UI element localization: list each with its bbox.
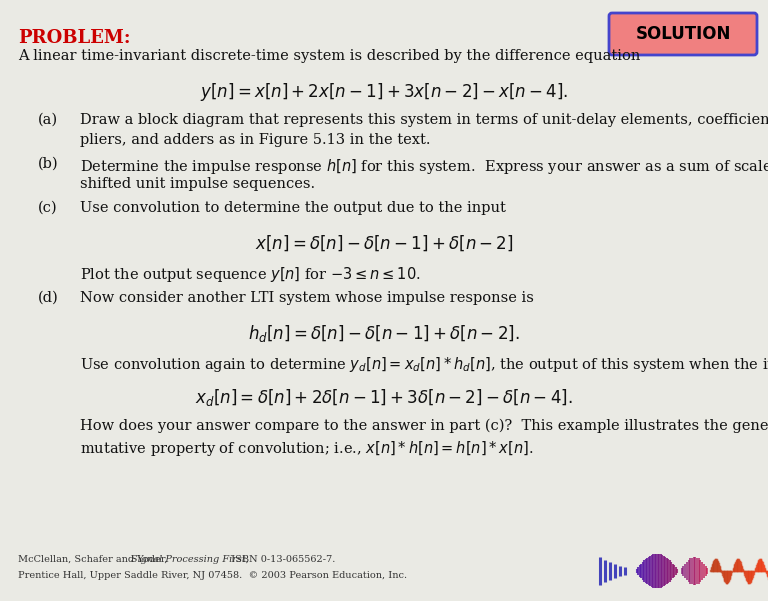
Text: SOLUTION: SOLUTION bbox=[635, 25, 730, 43]
Text: $x[n] = \delta[n] - \delta[n-1] + \delta[n-2]$: $x[n] = \delta[n] - \delta[n-1] + \delta… bbox=[255, 233, 513, 252]
Text: Plot the output sequence $y[n]$ for $-3 \leq n \leq 10$.: Plot the output sequence $y[n]$ for $-3 … bbox=[80, 265, 421, 284]
Text: pliers, and adders as in Figure 5.13 in the text.: pliers, and adders as in Figure 5.13 in … bbox=[80, 133, 431, 147]
Text: (a): (a) bbox=[38, 113, 58, 127]
Text: ISBN 0-13-065562-7.: ISBN 0-13-065562-7. bbox=[228, 555, 336, 564]
Text: Determine the impulse response $h[n]$ for this system.  Express your answer as a: Determine the impulse response $h[n]$ fo… bbox=[80, 157, 768, 176]
Text: Draw a block diagram that represents this system in terms of unit-delay elements: Draw a block diagram that represents thi… bbox=[80, 113, 768, 127]
Text: (b): (b) bbox=[38, 157, 58, 171]
Text: $y[n] = x[n] + 2x[n-1] + 3x[n-2] - x[n-4].$: $y[n] = x[n] + 2x[n-1] + 3x[n-2] - x[n-4… bbox=[200, 81, 568, 103]
Text: McClellan, Schafer and Yoder,: McClellan, Schafer and Yoder, bbox=[18, 555, 170, 564]
Text: $x_d[n] = \delta[n] + 2\delta[n-1] + 3\delta[n-2] - \delta[n-4].$: $x_d[n] = \delta[n] + 2\delta[n-1] + 3\d… bbox=[195, 387, 573, 408]
Text: PROBLEM:: PROBLEM: bbox=[18, 29, 131, 47]
Text: Signal Processing First,: Signal Processing First, bbox=[131, 555, 249, 564]
Text: Use convolution again to determine $y_d[n] = x_d[n] * h_d[n]$, the output of thi: Use convolution again to determine $y_d[… bbox=[80, 355, 768, 374]
Text: Prentice Hall, Upper Saddle River, NJ 07458.  © 2003 Pearson Education, Inc.: Prentice Hall, Upper Saddle River, NJ 07… bbox=[18, 571, 407, 580]
Text: mutative property of convolution; i.e., $x[n] * h[n] = h[n] * x[n]$.: mutative property of convolution; i.e., … bbox=[80, 439, 534, 458]
Text: How does your answer compare to the answer in part (c)?  This example illustrate: How does your answer compare to the answ… bbox=[80, 419, 768, 433]
Text: A linear time-invariant discrete-time system is described by the difference equa: A linear time-invariant discrete-time sy… bbox=[18, 49, 641, 63]
Text: shifted unit impulse sequences.: shifted unit impulse sequences. bbox=[80, 177, 315, 191]
Text: Use convolution to determine the output due to the input: Use convolution to determine the output … bbox=[80, 201, 506, 215]
Text: $h_d[n] = \delta[n] - \delta[n-1] + \delta[n-2].$: $h_d[n] = \delta[n] - \delta[n-1] + \del… bbox=[248, 323, 520, 344]
FancyBboxPatch shape bbox=[609, 13, 757, 55]
Text: (d): (d) bbox=[38, 291, 58, 305]
Text: Now consider another LTI system whose impulse response is: Now consider another LTI system whose im… bbox=[80, 291, 534, 305]
Text: (c): (c) bbox=[38, 201, 58, 215]
